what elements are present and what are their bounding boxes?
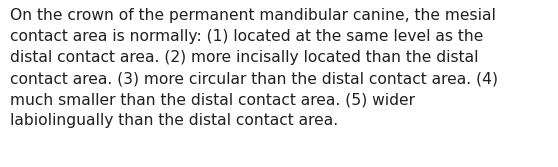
Text: On the crown of the permanent mandibular canine, the mesial
contact area is norm: On the crown of the permanent mandibular…	[10, 8, 498, 128]
